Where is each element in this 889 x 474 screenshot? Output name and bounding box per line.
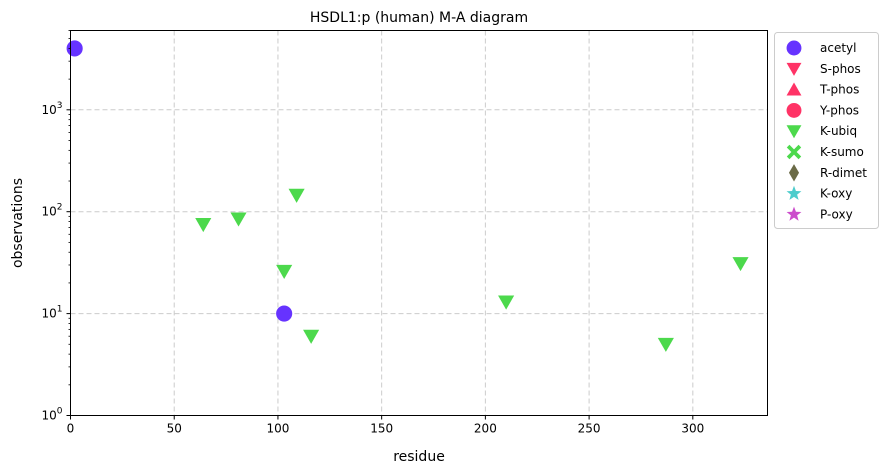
- legend-marker-y-phos: [786, 102, 802, 118]
- plot-frame: [70, 30, 768, 416]
- legend-label: K-oxy: [820, 187, 852, 201]
- legend-box: [774, 32, 879, 229]
- legend-marker-k-ubiq: [786, 125, 802, 139]
- legend-marker-p-oxy: [786, 206, 802, 221]
- legend-label: R-dimet: [820, 166, 867, 180]
- x-tick-label: 0: [67, 422, 75, 436]
- legend-label: P-oxy: [820, 207, 853, 221]
- data-point-k-ubiq: [288, 188, 305, 203]
- legend-label: K-sumo: [820, 145, 864, 159]
- x-tick-label: 50: [167, 422, 182, 436]
- data-point-k-ubiq: [498, 295, 515, 310]
- data-point-k-ubiq: [303, 329, 320, 344]
- y-tick-label: 103: [41, 101, 62, 117]
- y-tick-label: 102: [41, 203, 62, 219]
- legend-marker-k-oxy: [786, 185, 802, 200]
- data-point-k-ubiq: [195, 217, 212, 233]
- legend-marker-s-phos: [786, 62, 802, 76]
- data-points: [66, 40, 749, 352]
- chart-title: HSDL1:p (human) M-A diagram: [310, 10, 528, 26]
- legend-marker-acetyl: [786, 40, 802, 56]
- data-point-k-ubiq: [276, 264, 293, 279]
- x-tick-label: 150: [370, 422, 393, 436]
- x-tick-label: 300: [681, 422, 704, 436]
- legend-marker-r-dimet: [788, 164, 800, 182]
- x-tick-label: 200: [474, 422, 497, 436]
- x-tick-label: 100: [266, 422, 289, 436]
- data-point-k-ubiq: [657, 337, 674, 352]
- legend: acetyl S-phos T-phos Y-phos K-ubiq K-sumo R-di…: [774, 32, 879, 229]
- grid: [70, 30, 768, 416]
- y-axis-label: observations: [10, 178, 26, 268]
- y-tick-label: 100: [41, 407, 62, 423]
- data-point-k-ubiq: [230, 212, 247, 227]
- legend-marker-k-sumo: [786, 144, 802, 160]
- legend-label: K-ubiq: [820, 124, 857, 138]
- legend-label: S-phos: [820, 62, 861, 76]
- data-point-acetyl: [276, 305, 293, 322]
- legend-marker-t-phos: [786, 82, 802, 96]
- y-tick-label: 101: [41, 305, 62, 321]
- x-axis: 0 50 100 150 200 250 300: [67, 415, 704, 436]
- legend-label: T-phos: [819, 83, 859, 97]
- legend-label: acetyl: [820, 41, 856, 55]
- legend-label: Y-phos: [819, 103, 859, 117]
- y-axis: 100 101 102 103: [41, 30, 71, 423]
- x-axis-label: residue: [393, 449, 445, 465]
- data-point-k-ubiq: [732, 257, 749, 272]
- x-tick-label: 250: [578, 422, 601, 436]
